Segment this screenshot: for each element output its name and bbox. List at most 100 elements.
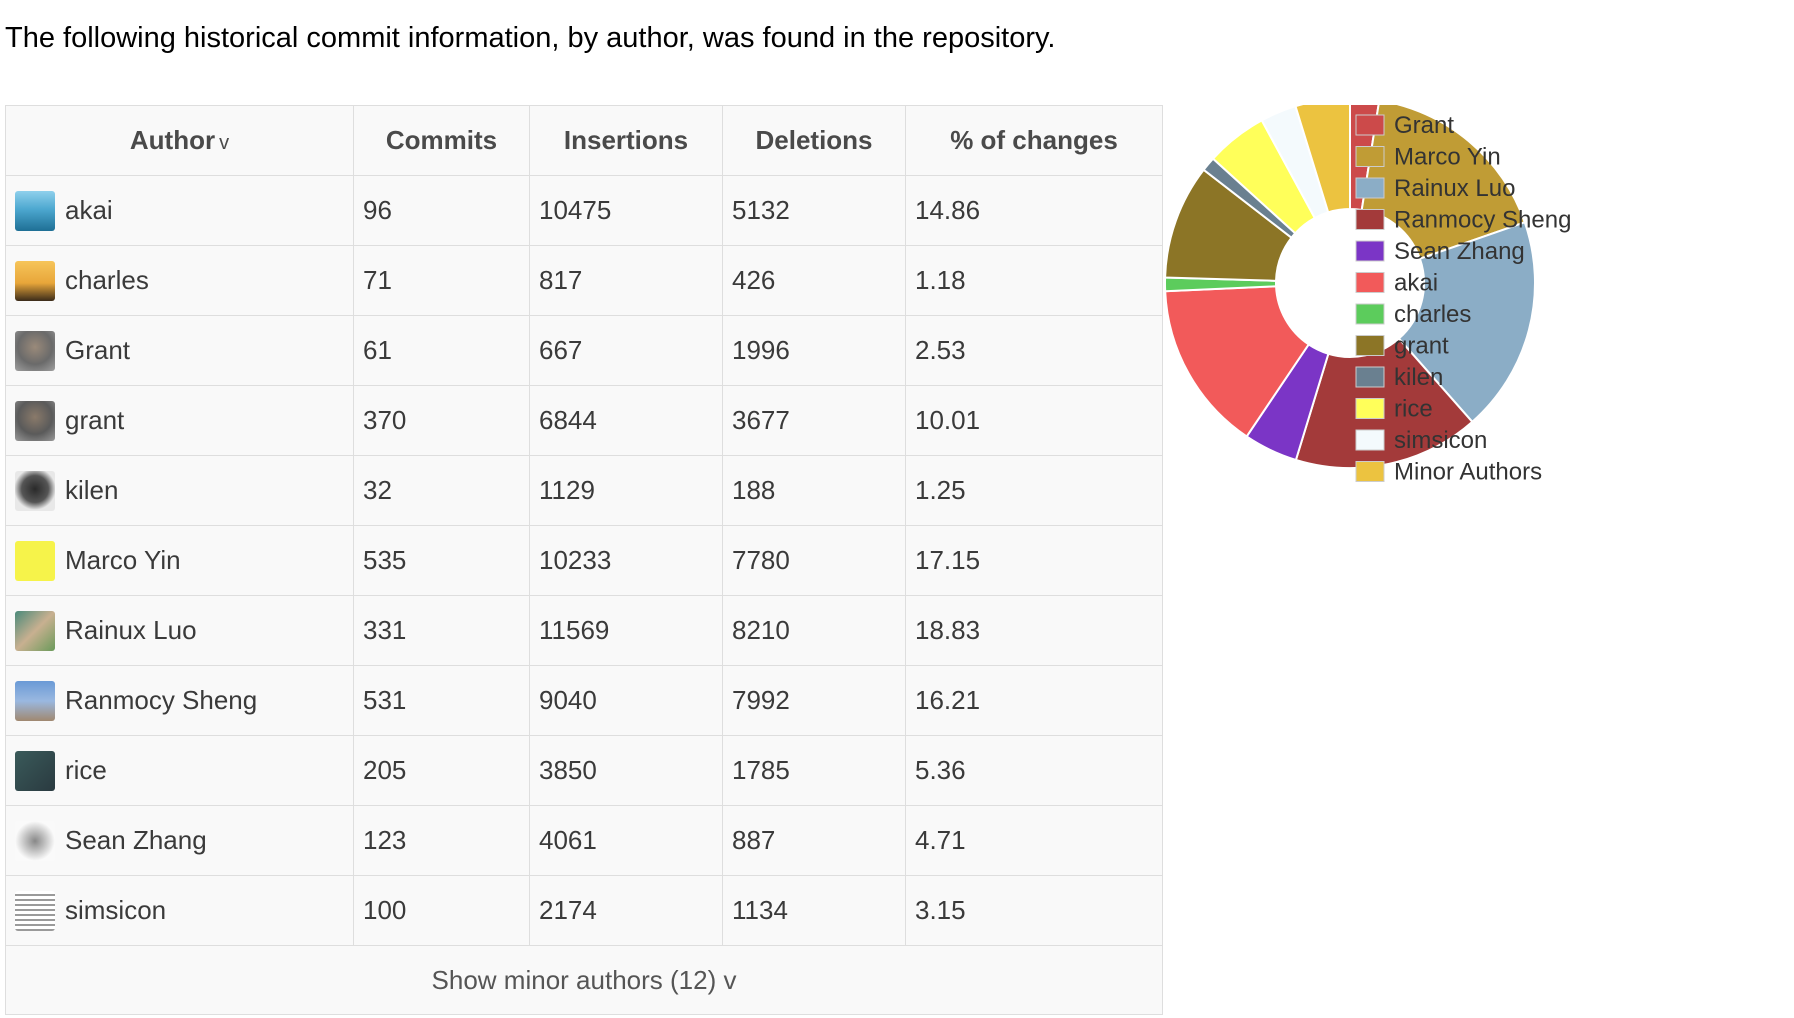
- percent-cell: 3.15: [905, 875, 1163, 946]
- percent-cell: 16.21: [905, 665, 1163, 736]
- legend-label: Minor Authors: [1394, 459, 1542, 486]
- avatar: [15, 610, 55, 651]
- legend-label: charles: [1394, 301, 1471, 328]
- header-author-label: Author: [129, 125, 216, 155]
- show-minor-authors-toggle[interactable]: Show minor authors (12) v: [431, 964, 737, 995]
- author-cell: kilen: [5, 455, 354, 526]
- pie-slice-marco-yin[interactable]: [1360, 105, 1527, 260]
- legend-label: rice: [1394, 396, 1433, 423]
- legend-label: Ranmocy Sheng: [1394, 207, 1571, 234]
- deletions-cell: 1134: [722, 875, 906, 946]
- author-cell: Sean Zhang: [5, 805, 354, 876]
- legend-swatch: [1355, 429, 1385, 451]
- author-name: Rainux Luo: [65, 615, 197, 645]
- header-deletions[interactable]: Deletions: [722, 105, 906, 176]
- legend-swatch: [1355, 366, 1385, 388]
- pie-slice-minor-authors[interactable]: [1294, 105, 1351, 214]
- author-name: Sean Zhang: [65, 825, 207, 855]
- avatar: [15, 750, 55, 791]
- percent-cell: 2.53: [905, 315, 1163, 386]
- commits-cell: 71: [353, 245, 530, 316]
- percent-cell: 14.86: [905, 175, 1163, 246]
- table-row: simsicon 100 2174 1134 3.15: [5, 875, 1163, 946]
- insertions-cell: 2174: [529, 875, 723, 946]
- author-name: charles: [65, 265, 149, 295]
- author-stats-table: Author v Commits Insertions Deletions % o…: [5, 105, 1163, 1015]
- insertions-cell: 10475: [529, 175, 723, 246]
- avatar: [15, 330, 55, 371]
- commits-cell: 370: [353, 385, 530, 456]
- page-intro: The following historical commit informat…: [5, 22, 1056, 54]
- header-commits[interactable]: Commits: [353, 105, 530, 176]
- insertions-cell: 817: [529, 245, 723, 316]
- legend-item: simsicon: [1355, 427, 1487, 454]
- author-name: akai: [65, 195, 113, 225]
- legend-swatch: [1355, 335, 1385, 356]
- author-cell: charles: [5, 245, 354, 316]
- percent-cell: 18.83: [905, 595, 1163, 666]
- legend-swatch: [1355, 240, 1385, 262]
- author-name: kilen: [65, 475, 119, 505]
- commits-cell: 32: [353, 455, 530, 526]
- insertions-cell: 10233: [529, 525, 723, 596]
- deletions-cell: 1785: [722, 735, 906, 806]
- author-name: Grant: [65, 335, 131, 365]
- commits-cell: 535: [353, 525, 530, 596]
- avatar: [15, 400, 55, 441]
- legend-label: Grant: [1394, 112, 1454, 139]
- header-author[interactable]: Author v: [5, 105, 354, 176]
- legend-swatch: [1355, 146, 1385, 167]
- percent-cell: 4.71: [905, 805, 1163, 876]
- commits-cell: 205: [353, 735, 530, 806]
- avatar: [15, 540, 55, 581]
- commits-cell: 96: [353, 175, 530, 246]
- percent-cell: 10.01: [905, 385, 1163, 456]
- legend-label: Marco Yin: [1394, 144, 1501, 171]
- table-row: kilen 32 1129 188 1.25: [5, 455, 1163, 526]
- deletions-cell: 7780: [722, 525, 906, 596]
- author-cell: simsicon: [5, 875, 354, 946]
- table-row: Rainux Luo 331 11569 8210 18.83: [5, 595, 1163, 666]
- legend-label: Rainux Luo: [1394, 175, 1515, 202]
- legend-swatch: [1355, 398, 1385, 419]
- author-cell: Ranmocy Sheng: [5, 665, 354, 736]
- legend-label: akai: [1394, 270, 1438, 297]
- legend-item: Marco Yin: [1355, 144, 1501, 171]
- minor-authors-row: Show minor authors (12) v: [5, 945, 1163, 1015]
- table-body: akai 96 10475 5132 14.86 charles 71 817 426 1.18 G…: [5, 175, 1163, 946]
- insertions-cell: 1129: [529, 455, 723, 526]
- legend-label: Sean Zhang: [1394, 238, 1525, 265]
- sort-indicator-icon: v: [219, 132, 230, 154]
- insertions-cell: 11569: [529, 595, 723, 666]
- avatar: [15, 680, 55, 721]
- commits-cell: 123: [353, 805, 530, 876]
- avatar: [15, 470, 55, 511]
- deletions-cell: 7992: [722, 665, 906, 736]
- legend-label: simsicon: [1394, 427, 1487, 454]
- author-cell: Rainux Luo: [5, 595, 354, 666]
- header-percent-changes[interactable]: % of changes: [905, 105, 1163, 176]
- legend-swatch: [1355, 177, 1385, 199]
- author-cell: Grant: [5, 315, 354, 386]
- author-cell: grant: [5, 385, 354, 456]
- header-insertions[interactable]: Insertions: [529, 105, 723, 176]
- author-name: simsicon: [65, 895, 167, 925]
- author-cell: akai: [5, 175, 354, 246]
- deletions-cell: 3677: [722, 385, 906, 456]
- legend-item: kilen: [1355, 364, 1443, 391]
- pie-slice-akai[interactable]: [1164, 285, 1311, 438]
- table-row: Marco Yin 535 10233 7780 17.15: [5, 525, 1163, 596]
- author-cell: Marco Yin: [5, 525, 354, 596]
- insertions-cell: 667: [529, 315, 723, 386]
- deletions-cell: 5132: [722, 175, 906, 246]
- legend-swatch: [1355, 461, 1385, 482]
- commits-cell: 531: [353, 665, 530, 736]
- commits-cell: 100: [353, 875, 530, 946]
- table-row: akai 96 10475 5132 14.86: [5, 175, 1163, 246]
- insertions-cell: 9040: [529, 665, 723, 736]
- legend-item: charles: [1355, 301, 1471, 328]
- table-row: Ranmocy Sheng 531 9040 7992 16.21: [5, 665, 1163, 736]
- author-name: rice: [65, 755, 107, 785]
- pie-slice-rainux-luo[interactable]: [1397, 221, 1536, 424]
- commits-cell: 61: [353, 315, 530, 386]
